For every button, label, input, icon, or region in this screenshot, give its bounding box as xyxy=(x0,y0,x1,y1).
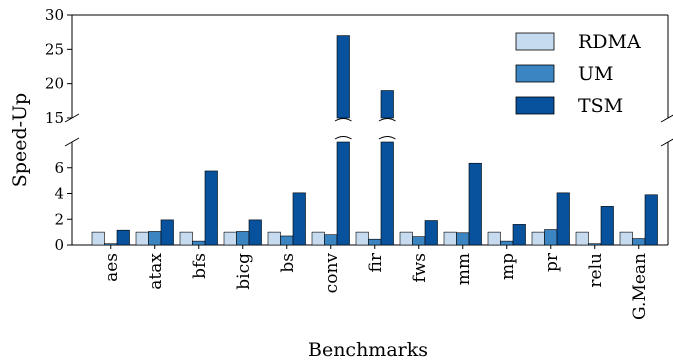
bar-um-mm xyxy=(456,232,470,246)
bar-um-aes xyxy=(104,243,118,246)
bar-um-fws xyxy=(412,236,426,246)
bar-tsm-mp xyxy=(512,224,526,246)
y-axis-label: Speed-Up xyxy=(9,93,31,187)
bar-rdma-aes xyxy=(91,231,105,246)
bar-um-mp xyxy=(500,240,514,246)
lower-y-tick-label: 2 xyxy=(54,210,64,228)
bar-break-mark-lower xyxy=(334,136,352,140)
lower-y-tick-label: 4 xyxy=(54,185,64,203)
x-tick-label-fir: fir xyxy=(366,252,386,272)
bar-rdma-relu xyxy=(575,231,589,246)
bar-rdma-atax xyxy=(135,231,149,246)
bar-um-relu xyxy=(588,243,602,246)
x-tick-label-bs: bs xyxy=(278,253,298,273)
bar-um-conv xyxy=(324,234,338,246)
legend-label-tsm: TSM xyxy=(578,95,623,117)
bar-rdma-mm xyxy=(443,231,457,246)
bar-rdma-bs xyxy=(267,231,281,246)
bar-um-atax xyxy=(148,231,162,246)
x-tick-label-atax: atax xyxy=(146,253,166,290)
x-tick-label-relu: relu xyxy=(586,253,606,288)
x-tick-label-mp: mp xyxy=(498,253,518,280)
x-tick-label-g.mean: G.Mean xyxy=(630,253,650,320)
bar-tsm-bicg xyxy=(248,219,262,246)
x-tick-label-conv: conv xyxy=(322,253,342,294)
legend-label-um: UM xyxy=(578,63,613,85)
bar-tsm-atax xyxy=(160,219,174,246)
bar-rdma-bicg xyxy=(223,231,237,246)
x-tick-label-mm: mm xyxy=(454,253,474,285)
bar-um-bicg xyxy=(236,231,250,246)
axis-break-right-upper xyxy=(660,114,673,123)
upper-y-tick-label: 30 xyxy=(45,6,64,24)
upper-y-tick-label: 25 xyxy=(45,40,64,58)
legend-swatch-rdma xyxy=(515,32,555,51)
bar-rdma-bfs xyxy=(179,231,193,246)
upper-y-tick-label: 20 xyxy=(45,75,64,93)
bar-um-pr xyxy=(544,229,558,246)
legend-label-rdma: RDMA xyxy=(578,31,641,53)
bar-tsm-pr xyxy=(556,192,570,246)
lower-y-tick-label: 6 xyxy=(54,159,64,177)
bar-break-mark-upper xyxy=(378,118,396,122)
bar-tsm-conv-lower xyxy=(336,141,350,246)
axis-break-left-lower xyxy=(64,137,80,147)
x-tick-label-bfs: bfs xyxy=(190,253,210,279)
bar-rdma-g.mean xyxy=(619,231,633,246)
axis-break-left-upper xyxy=(64,113,80,123)
bar-um-fir xyxy=(368,238,382,246)
bar-rdma-mp xyxy=(487,231,501,246)
bar-um-g.mean xyxy=(632,238,646,246)
x-tick-label-aes: aes xyxy=(102,253,122,282)
bar-tsm-fir-lower xyxy=(380,141,394,246)
x-tick-label-pr: pr xyxy=(542,252,562,272)
bar-tsm-bfs xyxy=(204,170,218,246)
bar-rdma-conv xyxy=(311,231,325,246)
bar-tsm-bs xyxy=(292,192,306,246)
legend-swatch-um xyxy=(515,64,555,83)
bar-tsm-relu xyxy=(600,206,614,246)
lower-y-tick-label: 0 xyxy=(54,236,64,254)
bar-break-mark-lower xyxy=(378,136,396,140)
bar-tsm-aes xyxy=(116,229,130,246)
bar-rdma-pr xyxy=(531,231,545,246)
axis-break-right-lower xyxy=(660,138,673,147)
bar-um-bfs xyxy=(192,240,206,246)
plot-area: 15 20 25 30 0 2 4 6 aes atax bfs bicg bs conv fir fws mm… xyxy=(45,6,673,320)
bar-break-mark-upper xyxy=(334,118,352,122)
bar-tsm-fws xyxy=(424,220,438,246)
x-tick-label-bicg: bicg xyxy=(234,253,254,290)
bar-tsm-g.mean xyxy=(644,194,658,246)
bar-um-bs xyxy=(280,235,294,246)
x-axis-label: Benchmarks xyxy=(308,339,428,361)
bar-tsm-fir-upper xyxy=(380,90,394,119)
upper-y-tick-label: 15 xyxy=(45,109,64,127)
legend-swatch-tsm xyxy=(515,96,555,115)
bar-tsm-mm xyxy=(468,162,482,246)
bar-rdma-fir xyxy=(355,231,369,246)
x-tick-label-fws: fws xyxy=(410,253,430,283)
bar-tsm-conv-upper xyxy=(336,35,350,119)
bar-rdma-fws xyxy=(399,231,413,246)
